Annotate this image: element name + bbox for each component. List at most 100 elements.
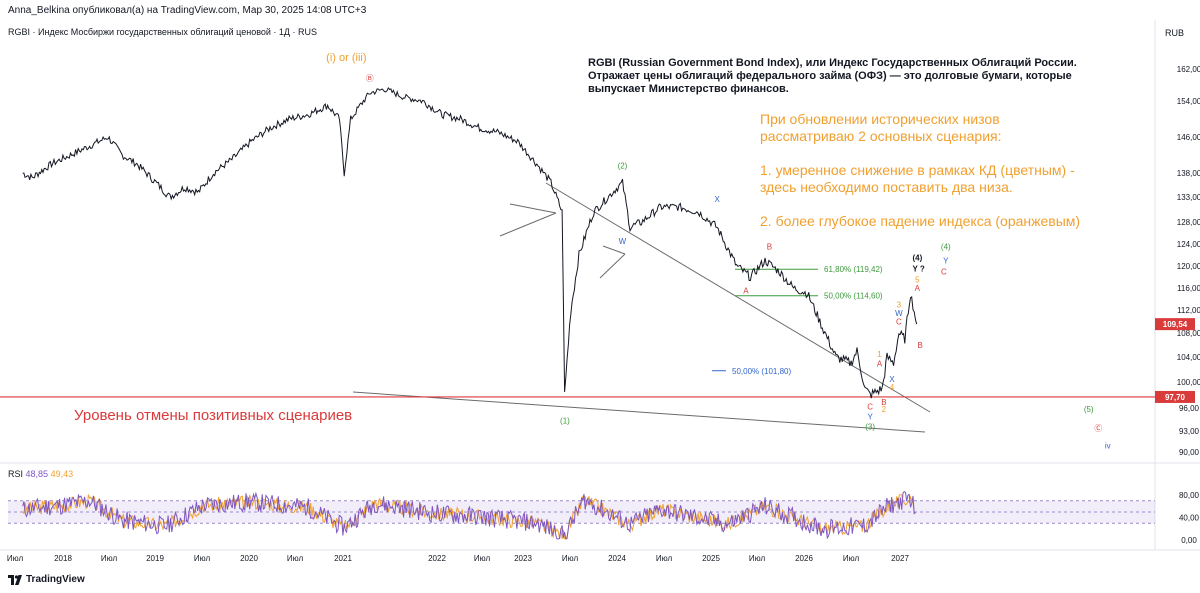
- time-tick-label: Июл: [101, 554, 118, 563]
- scenario-note: При обновлении исторических низов рассма…: [760, 111, 1081, 229]
- price-tick-label: 108,00: [1177, 329, 1200, 338]
- wave-label: (3): [865, 422, 875, 431]
- rsi-tick-label: 0,00: [1181, 536, 1197, 545]
- wave-label: X: [889, 375, 895, 384]
- time-tick-label: 2022: [428, 554, 446, 563]
- time-tick-label: 2018: [54, 554, 72, 563]
- time-tick-label: Июл: [7, 554, 24, 563]
- price-series-line: [22, 86, 918, 399]
- fib-level-label: 61,80% (119,42): [824, 265, 883, 274]
- symbol-title: RGBI · Индекс Мосбиржи государственных о…: [8, 27, 318, 37]
- wave-label: (1): [560, 416, 570, 425]
- lower-trend-line: [352, 391, 926, 433]
- time-tick-label: 2020: [240, 554, 258, 563]
- tradingview-logo-icon: [8, 574, 22, 585]
- current-price-value: 109,54: [1163, 320, 1188, 329]
- time-tick-label: Июл: [843, 554, 860, 563]
- rsi-tick-label: 80,00: [1179, 491, 1200, 500]
- price-tick-label: 120,00: [1177, 262, 1200, 271]
- time-tick-label: 2025: [702, 554, 720, 563]
- currency-label: RUB: [1164, 28, 1184, 38]
- publish-info: Anna_Belkina опубликовал(а) на TradingVi…: [8, 5, 367, 16]
- fib-level-label: 50,00% (101,80): [732, 367, 791, 376]
- wave-label: 5: [915, 276, 920, 285]
- triangle-line-1: [499, 212, 557, 237]
- wave-label: W: [895, 309, 903, 318]
- wave-label: (5): [1084, 405, 1094, 414]
- upper-trend-line: [545, 182, 931, 413]
- price-tick-label: 104,00: [1177, 353, 1200, 362]
- cancel-level-label: Уровень отмены позитивных сценариев: [74, 407, 353, 424]
- price-tick-label: 100,00: [1177, 378, 1200, 387]
- time-tick-label: Июл: [656, 554, 673, 563]
- price-tick-label: 162,00: [1177, 65, 1200, 74]
- price-tick-label: 128,00: [1177, 218, 1200, 227]
- time-tick-label: 2021: [334, 554, 352, 563]
- time-tick-label: 2019: [146, 554, 164, 563]
- wave-label: A: [743, 287, 749, 296]
- wave-label: X: [715, 195, 721, 204]
- cancel-level-value: 97,70: [1165, 393, 1186, 402]
- wave-label: C: [896, 317, 902, 326]
- rsi-value: 48,85: [25, 469, 49, 479]
- time-tick-label: 2026: [795, 554, 813, 563]
- wave-label: B: [917, 341, 922, 350]
- wave-label: (4): [912, 254, 922, 263]
- tradingview-brand: TradingView: [26, 574, 85, 585]
- time-tick-label: 2024: [608, 554, 626, 563]
- wave-label: 2: [882, 405, 887, 414]
- wave-label: (4): [941, 243, 951, 252]
- wave-label: 3: [897, 300, 902, 309]
- time-tick-label: 2027: [891, 554, 909, 563]
- cancel-level-tag: [1155, 390, 1195, 403]
- wave-label: A: [915, 284, 921, 293]
- time-tick-label: Июл: [474, 554, 491, 563]
- rgbi-description: RGBI (Russian Government Bond Index), ил…: [588, 57, 1077, 95]
- time-tick-label: 2023: [514, 554, 532, 563]
- price-tick-label: 93,00: [1179, 427, 1200, 436]
- rsi-tick-label: 40,00: [1179, 514, 1200, 523]
- wave-label: (i) or (iii): [326, 52, 366, 64]
- price-tick-label: 96,00: [1179, 404, 1200, 413]
- time-tick-label: Июл: [749, 554, 766, 563]
- wave-label: Y ?: [912, 265, 924, 274]
- price-tick-label: 146,00: [1177, 133, 1200, 142]
- price-tick-label: 138,00: [1177, 169, 1200, 178]
- wave-label: C: [867, 403, 873, 412]
- wave-label: 1: [877, 350, 882, 359]
- wave-label: iv: [1105, 442, 1111, 451]
- rsi-band: [8, 500, 1155, 524]
- triangle-line-3: [602, 245, 626, 255]
- wave-label: B: [881, 398, 886, 407]
- price-tick-label: 154,00: [1177, 97, 1200, 106]
- price-tick-label: 90,00: [1179, 448, 1200, 457]
- price-tick-label: 116,00: [1177, 284, 1200, 293]
- wave-label: B: [767, 243, 772, 252]
- rsi-name: RSI: [8, 469, 24, 479]
- wave-label: W: [619, 237, 627, 246]
- wave-label: 4: [890, 383, 895, 392]
- time-tick-label: Июл: [194, 554, 211, 563]
- rsi-line: [22, 490, 916, 540]
- wave-label: Ⓑ: [366, 74, 374, 83]
- rsi-legend: RSI 48,85 49,43: [8, 469, 73, 479]
- wave-label: A: [877, 359, 883, 368]
- wave-label: Y: [943, 256, 949, 265]
- price-tick-label: 133,00: [1177, 193, 1200, 202]
- triangle-line-4: [599, 253, 626, 279]
- rsi-ma-line: [22, 494, 916, 540]
- price-tick-label: 124,00: [1177, 240, 1200, 249]
- wave-label: C: [941, 267, 947, 276]
- time-tick-label: Июл: [562, 554, 579, 563]
- fib-level-label: 50,00% (114,60): [824, 292, 883, 301]
- time-tick-label: Июл: [287, 554, 304, 563]
- wave-label: Ⓒ: [1094, 424, 1102, 433]
- wave-label: Y: [867, 413, 873, 422]
- triangle-line-2: [509, 203, 557, 214]
- rsi-ma-value: 49,43: [50, 469, 74, 479]
- price-tick-label: 112,00: [1177, 306, 1200, 315]
- tradingview-footer[interactable]: TradingView: [8, 574, 85, 585]
- current-price-tag: [1155, 318, 1195, 331]
